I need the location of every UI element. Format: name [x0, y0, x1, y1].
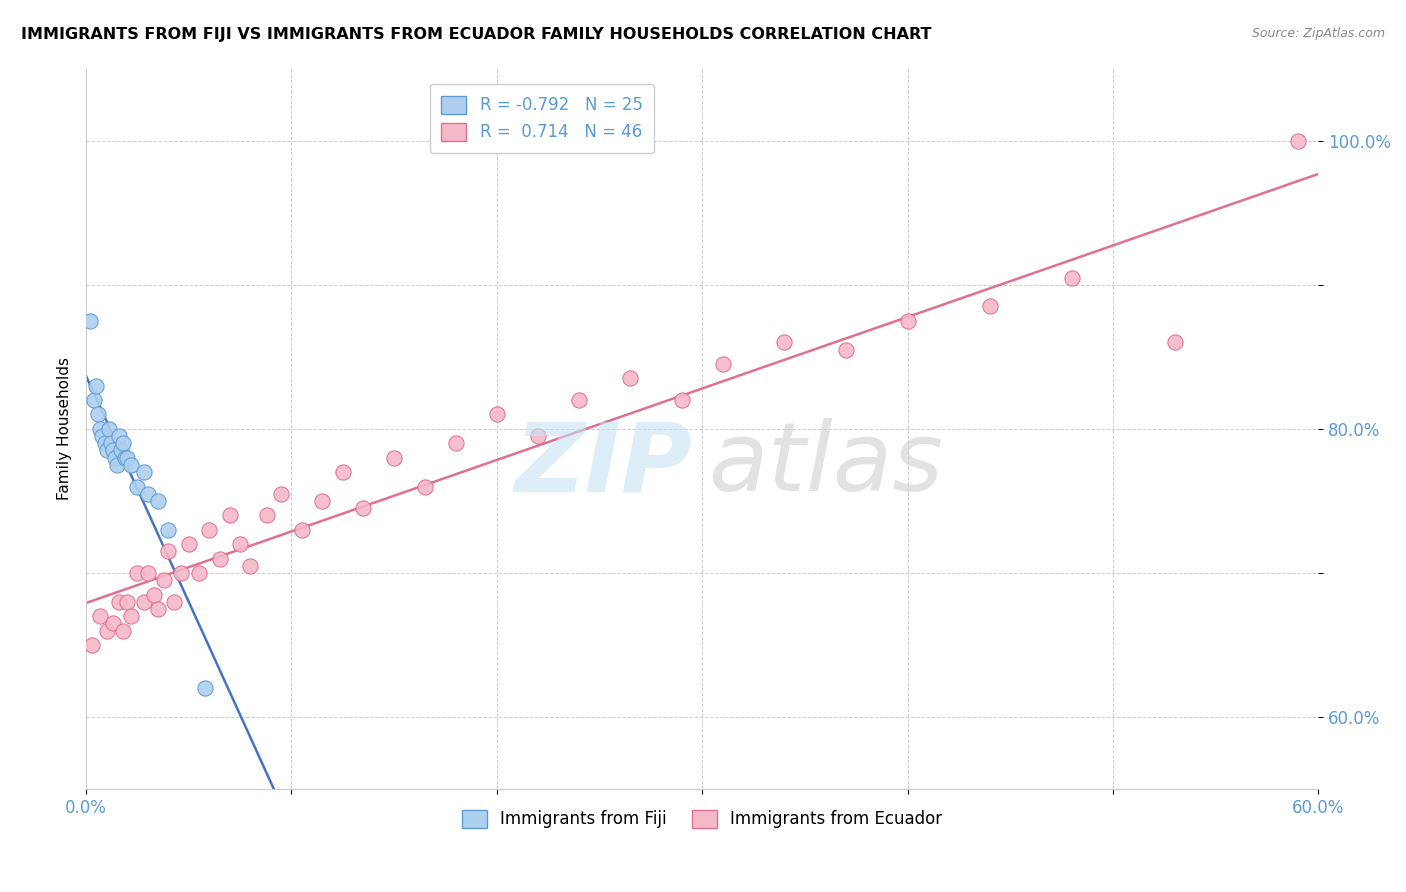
Point [142, 588, 165, 602]
Point [311, 494, 333, 508]
Point [89, 422, 111, 436]
Text: atlas: atlas [707, 418, 943, 511]
Text: ZIP: ZIP [515, 418, 693, 511]
Point [115, 595, 138, 609]
Point [82, 638, 104, 652]
Point [120, 458, 142, 472]
Point [239, 558, 262, 573]
Point [382, 450, 405, 465]
Point [229, 537, 252, 551]
Point [352, 501, 374, 516]
Point [101, 616, 124, 631]
Point [711, 357, 734, 371]
Point [198, 523, 221, 537]
Legend: Immigrants from Fiji, Immigrants from Ecuador: Immigrants from Fiji, Immigrants from Ec… [456, 803, 949, 835]
Point [115, 450, 138, 465]
Point [188, 566, 211, 580]
Point [163, 595, 186, 609]
Point [485, 408, 508, 422]
Point [93, 436, 115, 450]
Point [83, 392, 105, 407]
Point [101, 443, 124, 458]
Point [108, 429, 131, 443]
Point [835, 343, 858, 357]
Point [132, 595, 155, 609]
Point [146, 494, 169, 508]
Point [270, 487, 292, 501]
Point [527, 429, 550, 443]
Point [136, 566, 159, 580]
Point [136, 487, 159, 501]
Text: IMMIGRANTS FROM FIJI VS IMMIGRANTS FROM ECUADOR FAMILY HOUSEHOLDS CORRELATION CH: IMMIGRANTS FROM FIJI VS IMMIGRANTS FROM … [21, 27, 932, 42]
Point [79, 314, 101, 328]
Point [104, 450, 127, 465]
Point [91, 429, 114, 443]
Point [157, 523, 180, 537]
Point [169, 566, 191, 580]
Point [110, 443, 132, 458]
Point [1163, 335, 1185, 350]
Point [108, 595, 131, 609]
Point [87, 408, 110, 422]
Point [1286, 134, 1309, 148]
Point [127, 479, 149, 493]
Point [132, 465, 155, 479]
Point [146, 602, 169, 616]
Point [97, 422, 120, 436]
Point [114, 450, 136, 465]
Point [96, 624, 118, 638]
Point [1060, 270, 1083, 285]
Point [619, 371, 641, 385]
Point [773, 335, 796, 350]
Point [177, 537, 200, 551]
Point [979, 299, 1001, 313]
Point [291, 523, 314, 537]
Point [208, 551, 231, 566]
Point [100, 436, 122, 450]
Point [105, 458, 128, 472]
Point [127, 566, 149, 580]
Point [896, 314, 918, 328]
Point [218, 508, 240, 523]
Point [96, 443, 118, 458]
Point [112, 624, 135, 638]
Point [157, 544, 180, 558]
Point [86, 378, 108, 392]
Point [444, 436, 467, 450]
Point [89, 609, 111, 624]
Point [153, 573, 176, 587]
Point [120, 609, 142, 624]
Point [112, 436, 135, 450]
Point [671, 392, 693, 407]
Point [413, 479, 436, 493]
Y-axis label: Family Households: Family Households [58, 358, 72, 500]
Point [194, 681, 217, 696]
Text: Source: ZipAtlas.com: Source: ZipAtlas.com [1251, 27, 1385, 40]
Point [568, 392, 591, 407]
Point [256, 508, 278, 523]
Point [332, 465, 354, 479]
